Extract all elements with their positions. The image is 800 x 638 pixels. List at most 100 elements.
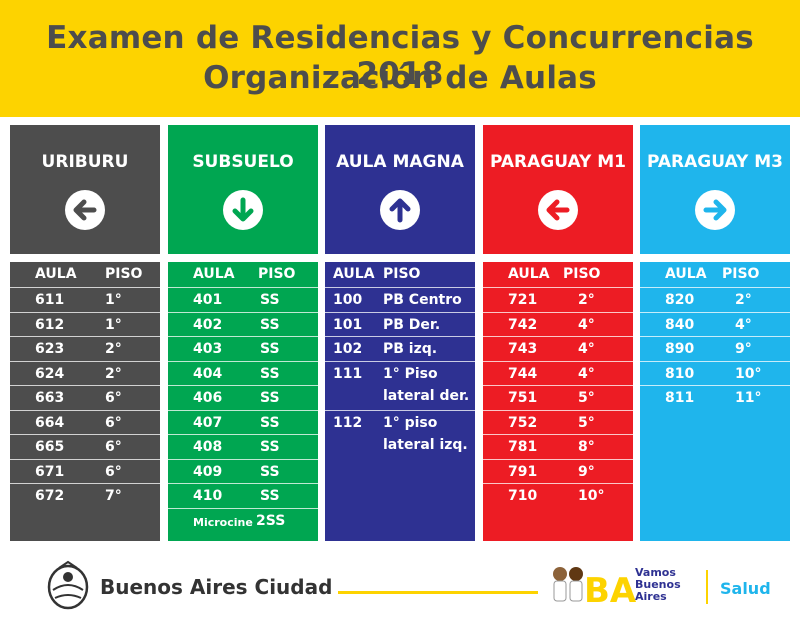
cell-piso: 4° <box>578 316 595 333</box>
city-shield-icon <box>47 560 89 610</box>
cell-piso: PB Der. <box>383 316 441 333</box>
header-piso: PISO <box>383 266 421 282</box>
table-header: AULA PISO <box>483 262 633 287</box>
table-row: 810 10° <box>640 360 790 386</box>
table-row: 820 2° <box>640 287 790 312</box>
column-table: AULA PISO 401 SS 402 SS 403 SS 404 SS 406 SS 407 SS… <box>168 262 318 541</box>
left-arrow-icon <box>65 190 105 230</box>
column-title: PARAGUAY M3 <box>646 152 784 172</box>
cell-aula: 407 <box>193 414 223 431</box>
ba-logo-icon: BA <box>553 567 637 610</box>
footer-separator <box>706 570 708 604</box>
table-row: 111 1° Piso lateral der. <box>325 360 475 410</box>
cell-aula: 811 <box>665 390 695 406</box>
cell-aula: 890 <box>665 341 695 357</box>
table-row: 404 SS <box>168 360 318 386</box>
cell-aula: 742 <box>508 316 538 333</box>
column-header: AULA MAGNA <box>325 125 475 254</box>
cell-aula: 710 <box>508 488 538 504</box>
page-title: Examen de Residencias y Concurrencias 20… <box>46 20 754 92</box>
cell-aula: 820 <box>665 292 695 308</box>
table-row: 112 1° piso lateral izq. <box>325 409 475 459</box>
table-rows: 820 2° 840 4° 890 9° 810 10° 811 11° <box>640 287 790 410</box>
cell-piso: 2° <box>105 365 122 382</box>
cell-piso: 5° <box>578 390 595 406</box>
footer-divider <box>338 591 538 594</box>
cell-piso: SS <box>260 316 280 333</box>
table-row: 672 7° <box>10 483 160 508</box>
table-row-extra: Microcine 2SS <box>168 507 318 533</box>
title-banner: Examen de Residencias y Concurrencias 20… <box>0 0 800 117</box>
header-aula: AULA <box>665 266 707 282</box>
table-row: 101 PB Der. <box>325 311 475 337</box>
header-piso: PISO <box>258 266 296 282</box>
table-row: 403 SS <box>168 336 318 361</box>
cell-piso: PB Centro <box>383 292 462 308</box>
vba-line1: Vamos <box>635 566 676 579</box>
cell-piso: 9° <box>578 463 595 480</box>
table-row: 781 8° <box>483 434 633 459</box>
cell-piso: 11° <box>735 390 762 406</box>
cell-aula: 840 <box>665 316 695 333</box>
cell-piso-line2: lateral izq. <box>383 436 468 453</box>
column-title: SUBSUELO <box>192 152 294 172</box>
column-title: PARAGUAY M1 <box>489 152 627 172</box>
cell-aula: 401 <box>193 292 223 308</box>
column-table: AULA PISO 820 2° 840 4° 890 9° 810 10° 811 11° <box>640 262 790 541</box>
table-row: 752 5° <box>483 409 633 435</box>
right-arrow-icon <box>695 190 735 230</box>
column-title: AULA MAGNA <box>336 152 464 172</box>
header-aula: AULA <box>333 266 375 282</box>
cell-piso: 6° <box>105 463 122 480</box>
column-header: URIBURU <box>10 125 160 254</box>
table-row: 721 2° <box>483 287 633 312</box>
table-row: 663 6° <box>10 385 160 410</box>
cell-piso: 8° <box>578 439 595 455</box>
cell-aula: 663 <box>35 390 65 406</box>
cell-piso: 9° <box>735 341 752 357</box>
cell-aula: 611 <box>35 292 65 308</box>
column-table: AULA PISO 721 2° 742 4° 743 4° 744 4° 751 5° 752 5°… <box>483 262 633 541</box>
cell-piso: 10° <box>735 365 762 382</box>
cell-piso: 1° <box>105 316 122 333</box>
table-row: 811 11° <box>640 385 790 410</box>
vba-line2: Buenos <box>635 578 681 591</box>
table-row: 100 PB Centro <box>325 287 475 312</box>
cell-aula: 404 <box>193 365 223 382</box>
column-header: PARAGUAY M1 <box>483 125 633 254</box>
cell-piso: 2SS <box>256 512 286 529</box>
cell-aula: 743 <box>508 341 538 357</box>
table-row: 742 4° <box>483 311 633 337</box>
cell-aula: 810 <box>665 365 695 382</box>
table-row: 410 SS <box>168 483 318 508</box>
cell-aula: 744 <box>508 365 538 382</box>
cell-piso: SS <box>260 414 280 431</box>
table-row: 102 PB izq. <box>325 336 475 361</box>
table-row: 624 2° <box>10 360 160 386</box>
table-row: 791 9° <box>483 458 633 484</box>
cell-aula: 406 <box>193 390 223 406</box>
table-rows: 611 1° 612 1° 623 2° 624 2° 663 6° 664 6° 665 6° 671 6°… <box>10 287 160 508</box>
cell-aula: 111 <box>333 365 363 382</box>
cell-piso: SS <box>260 488 280 504</box>
cell-piso: 5° <box>578 414 595 431</box>
footer-vamos-ba: Vamos Buenos Aires <box>635 567 681 603</box>
cell-piso: 2° <box>735 292 752 308</box>
footer-city-name: Buenos Aires Ciudad <box>100 575 333 599</box>
cell-piso: 10° <box>578 488 605 504</box>
table-row: 671 6° <box>10 458 160 484</box>
column-header: SUBSUELO <box>168 125 318 254</box>
table-header: AULA PISO <box>640 262 790 287</box>
table-row: 665 6° <box>10 434 160 459</box>
cell-piso: 4° <box>735 316 752 333</box>
table-row: 612 1° <box>10 311 160 337</box>
header-piso: PISO <box>563 266 601 282</box>
up-arrow-icon <box>380 190 420 230</box>
cell-aula: 403 <box>193 341 223 357</box>
column-paraguay-m3: PARAGUAY M3 AULA PISO 820 2° 840 4° 890 9° 810… <box>640 125 790 541</box>
cell-aula: 624 <box>35 365 65 382</box>
table-header: AULA PISO <box>10 262 160 287</box>
cell-aula: Microcine <box>193 515 253 529</box>
column-uriburu: URIBURU AULA PISO 611 1° 612 1° 623 2° 624 2° 66… <box>10 125 160 541</box>
cell-piso-line2: lateral der. <box>383 387 470 404</box>
